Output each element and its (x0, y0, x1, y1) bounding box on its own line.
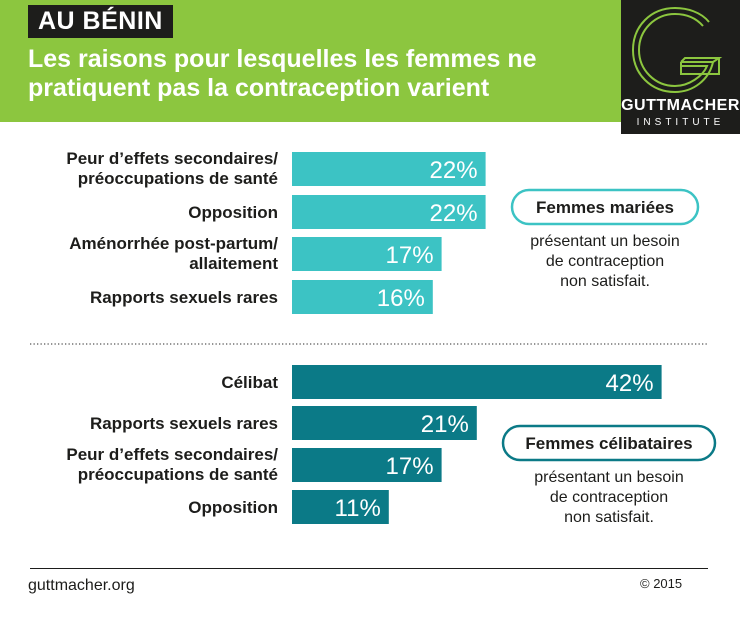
group-pill (510, 188, 700, 226)
region-tag: AU BÉNIN (28, 5, 173, 38)
category-label: Peur d’effets secondaires/ (66, 445, 278, 464)
logo-name: GUTTMACHER (621, 97, 740, 114)
bar-value-label: 16% (377, 285, 425, 312)
category-label: Opposition (188, 203, 278, 222)
footer-divider (30, 568, 708, 569)
bar (292, 490, 389, 524)
copyright-text: © 2015 (640, 576, 683, 591)
bar (292, 237, 442, 271)
category-label: Rapports sexuels rares (90, 288, 278, 307)
group-note-line: présentant un besoin (534, 469, 683, 486)
bar-group: 42% Célibat 21% Rapports sexuels rares 17% Pe… (66, 365, 717, 526)
header-banner: AU BÉNIN Les raisons pour lesquelles les… (0, 0, 740, 122)
bar-value-label: 22% (430, 157, 478, 184)
bar (292, 152, 486, 186)
category-label: Aménorrhée post-partum/ (69, 234, 278, 253)
bar-value-label: 17% (386, 242, 434, 269)
bar-chart: 22% Peur d’effets secondaires/préoccupati… (30, 149, 717, 526)
category-label: préoccupations de santé (78, 465, 278, 484)
group-label: Femmes mariées (536, 198, 674, 217)
bar-value-label: 11% (335, 495, 381, 522)
logo-subtitle: INSTITUTE (636, 117, 725, 128)
bar (292, 406, 477, 440)
category-label: Rapports sexuels rares (90, 414, 278, 433)
bar-value-label: 42% (606, 370, 654, 397)
group-note-line: non satisfait. (564, 509, 654, 526)
guttmacher-logo[interactable]: GUTTMACHER INSTITUTE (621, 0, 740, 134)
bar (292, 448, 442, 482)
category-label: préoccupations de santé (78, 169, 278, 188)
category-label: Peur d’effets secondaires/ (66, 149, 278, 168)
category-label: allaitement (189, 254, 278, 273)
group-note-line: de contraception (550, 489, 668, 506)
footer-link[interactable]: guttmacher.org (28, 577, 135, 594)
group-note-line: présentant un besoin (530, 233, 679, 250)
group-pill (501, 424, 717, 462)
group-note-line: de contraception (546, 253, 664, 270)
page-title: Les raisons pour lesquelles les femmes n… (28, 45, 537, 102)
bar-value-label: 17% (386, 453, 434, 480)
bar-group: 22% Peur d’effets secondaires/préoccupati… (66, 149, 700, 314)
bar-value-label: 21% (421, 411, 469, 438)
group-label: Femmes célibataires (525, 434, 692, 453)
bar-value-label: 22% (430, 200, 478, 227)
bar (292, 365, 662, 399)
category-label: Célibat (221, 373, 278, 392)
bar (292, 280, 433, 314)
group-note-line: non satisfait. (560, 273, 650, 290)
category-label: Opposition (188, 498, 278, 517)
logo-g-icon (631, 6, 723, 94)
bar (292, 195, 486, 229)
